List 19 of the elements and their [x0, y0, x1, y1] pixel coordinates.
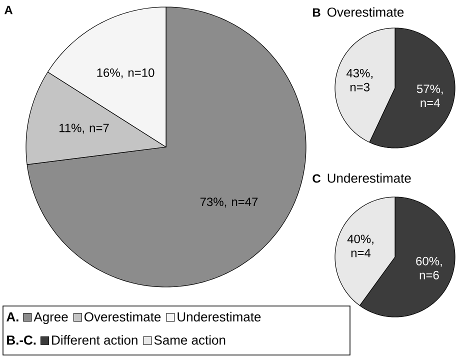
legend-label: Overestimate [84, 312, 161, 322]
data-label: 16%, n=10 [97, 68, 154, 78]
legend-label: Underestimate [178, 312, 261, 322]
legend-label: Same action [154, 335, 226, 345]
legend-title: B.-C. [7, 336, 36, 345]
data-label: 57%, n=4 [416, 84, 443, 108]
data-label: 40%, n=4 [347, 234, 374, 258]
data-label: 73%, n=47 [200, 198, 258, 208]
data-label: 11%, n=7 [60, 124, 109, 134]
legend-label: Agree [34, 312, 68, 324]
chart-subtitle: Overestimate [327, 7, 404, 17]
data-label: 43%, n=3 [346, 68, 372, 92]
legend-title: A. [6, 312, 18, 322]
data-label: 60%, n=6 [416, 256, 442, 280]
chart-title: C [312, 174, 321, 183]
legend-label: Different action [52, 335, 138, 345]
chart-title: B [313, 8, 320, 17]
chart-title: A [4, 6, 13, 14]
chart-subtitle: Underestimate [328, 173, 411, 183]
